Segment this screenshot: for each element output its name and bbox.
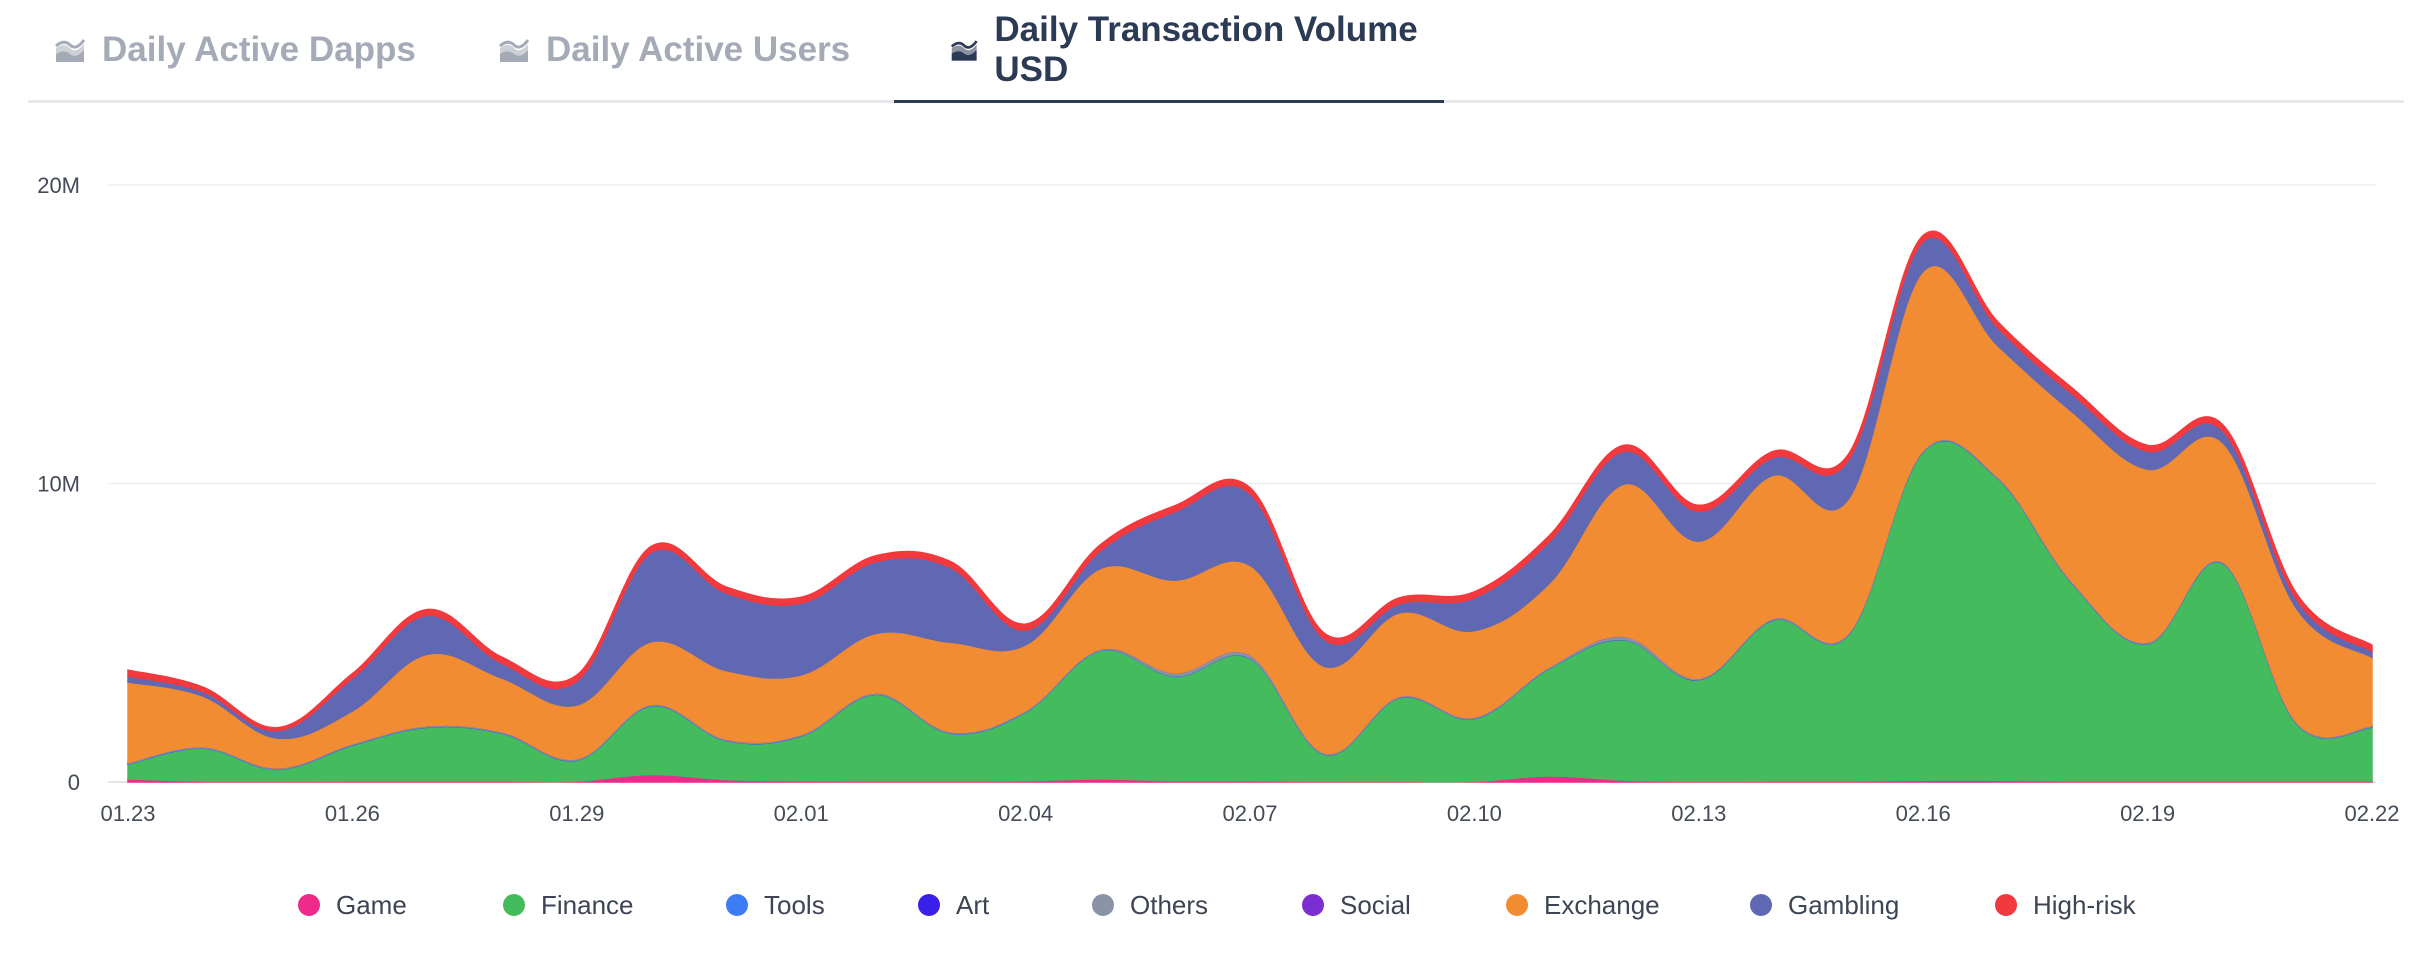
legend-item-gambling[interactable]: Gambling [1750, 880, 1899, 930]
legend-dot-icon [503, 894, 525, 916]
legend-item-social[interactable]: Social [1302, 880, 1411, 930]
legend-dot-icon [726, 894, 748, 916]
tab-daily-active-users[interactable]: Daily Active Users [498, 0, 850, 100]
legend-label: Finance [541, 889, 634, 920]
legend-dot-icon [1302, 894, 1324, 916]
legend-label: Others [1130, 889, 1209, 920]
x-tick-label: 01.29 [549, 801, 604, 826]
legend-label: Tools [764, 889, 825, 920]
legend-dot-icon [1750, 894, 1772, 916]
tab-daily-active-dapps[interactable]: Daily Active Dapps [54, 0, 416, 100]
x-tick-label: 02.04 [998, 801, 1053, 826]
x-tick-label: 02.01 [774, 801, 829, 826]
legend-label: Game [336, 889, 407, 920]
x-tick-label: 02.19 [2120, 801, 2175, 826]
legend-label: Social [1340, 889, 1411, 920]
legend-item-tools[interactable]: Tools [726, 880, 825, 930]
legend-item-art[interactable]: Art [918, 880, 989, 930]
legend-dot-icon [1092, 894, 1114, 916]
legend-item-high-risk[interactable]: High-risk [1995, 880, 2136, 930]
y-tick-label: 10M [37, 472, 80, 497]
legend-item-others[interactable]: Others [1092, 880, 1208, 930]
legend-dot-icon [1506, 894, 1528, 916]
area-chart-icon [950, 40, 978, 61]
tab-label: Daily Active Dapps [102, 30, 416, 69]
x-tick-label: 02.13 [1671, 801, 1726, 826]
series-area-high-risk[interactable] [127, 230, 2373, 732]
legend: Game Finance Tools Art Others Social Exchange G… [0, 880, 2418, 930]
legend-label: Exchange [1544, 889, 1660, 920]
tab-label: Daily Transaction Volume USD [994, 10, 1418, 89]
legend-item-game[interactable]: Game [298, 880, 407, 930]
legend-dot-icon [918, 894, 940, 916]
area-chart-icon [55, 39, 86, 62]
series-areas [127, 230, 2373, 783]
legend-dot-icon [1995, 894, 2017, 916]
legend-dot-icon [298, 894, 320, 916]
legend-label: High-risk [2033, 889, 2136, 920]
legend-item-exchange[interactable]: Exchange [1506, 880, 1660, 930]
x-tick-label: 02.10 [1447, 801, 1502, 826]
axes: 0 10M 20M 01.23 01.26 01.29 02.01 02.04 02.07 02.… [37, 173, 2399, 826]
tab-daily-transaction-volume[interactable]: Daily Transaction Volume USD [894, 0, 1444, 103]
tab-label: Daily Active Users [546, 30, 851, 69]
tab-bar: Daily Active Dapps Daily Active Users Da… [28, 0, 2404, 103]
y-tick-label: 0 [68, 770, 80, 795]
x-tick-label: 02.07 [1222, 801, 1277, 826]
x-tick-label: 01.23 [100, 801, 155, 826]
y-tick-label: 20M [37, 173, 80, 198]
x-tick-label: 02.16 [1896, 801, 1951, 826]
legend-item-finance[interactable]: Finance [503, 880, 634, 930]
legend-label: Gambling [1788, 889, 1900, 920]
legend-label: Art [956, 889, 990, 920]
area-chart-icon [499, 39, 530, 62]
x-tick-label: 01.26 [325, 801, 380, 826]
x-tick-label: 02.22 [2344, 801, 2399, 826]
stacked-area-chart: 0 10M 20M 01.23 01.26 01.29 02.01 02.04 02.07 02.… [37, 173, 2399, 826]
